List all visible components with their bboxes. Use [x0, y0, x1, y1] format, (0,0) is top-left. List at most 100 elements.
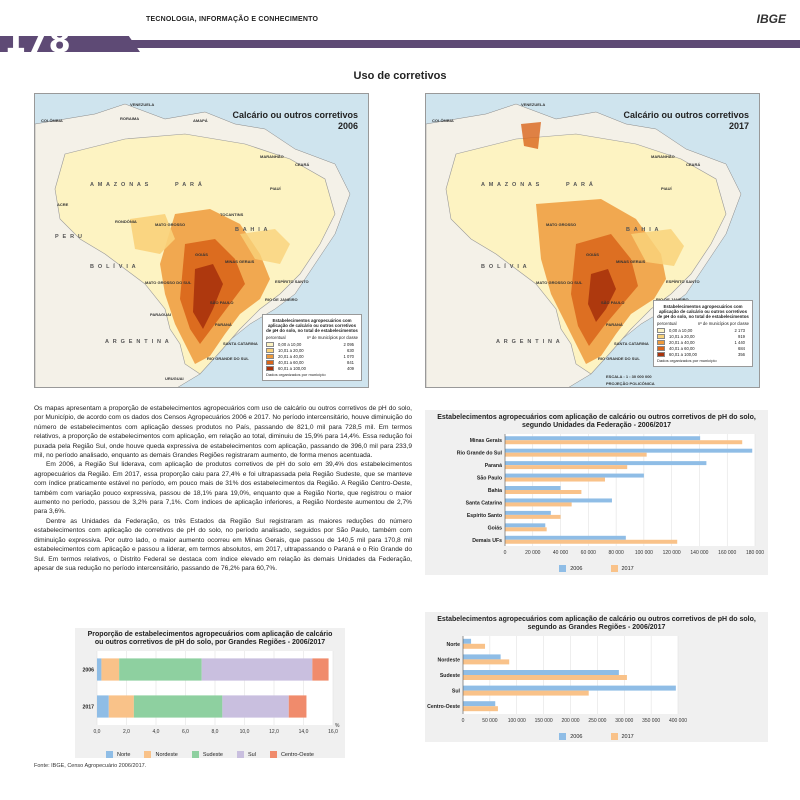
x-tick-label: 14,0: [299, 729, 309, 735]
paragraph: Os mapas apresentam a proporção de estab…: [34, 405, 412, 460]
bar-2006: [463, 670, 619, 675]
legend-swatch: [657, 333, 665, 339]
legend-label: Sul: [248, 751, 256, 758]
label-minas-gerais: MINAS GERAIS: [225, 259, 255, 264]
bar-2017: [505, 502, 572, 507]
paragraph: Em 2006, a Região Sul liderava, com apli…: [34, 461, 412, 516]
label-para: P A R Á: [566, 182, 595, 188]
legend-label: Sudeste: [202, 751, 223, 758]
category-label: Centro-Oeste: [427, 704, 460, 710]
label-paraguai: PARAGUAI: [150, 312, 172, 317]
x-tick-label: 250 000: [588, 718, 606, 724]
x-tick-label: 8,0: [212, 729, 219, 735]
bar-2017: [505, 539, 678, 544]
legend-swatch: [144, 751, 152, 758]
x-tick-label: 6,0: [182, 729, 189, 735]
ibge-logo: IBGE: [756, 12, 786, 26]
label-para: P A R Á: [175, 182, 204, 188]
chart-proportion-title: Proporção de estabelecimentos agropecuár…: [87, 631, 333, 646]
legend-swatch: [266, 347, 274, 353]
bar-2017: [463, 659, 510, 665]
map-2006: Calcário ou outros corretivos 2006 A M A…: [34, 93, 369, 388]
label-bolivia: B O L Í V I A: [90, 264, 137, 270]
label-amazonas: A M A Z O N A S: [90, 182, 150, 188]
label-ceara: CEARÁ: [295, 162, 310, 167]
label-sc: SANTA CATARINA: [614, 341, 649, 346]
x-tick-label: 60 000: [581, 550, 597, 556]
x-tick-label: 180 000: [746, 550, 764, 556]
legend-swatch: [237, 751, 244, 758]
label-ceara: CEARÁ: [686, 162, 701, 167]
label-acre: ACRE: [57, 202, 69, 207]
label-roraima: RORAIMA: [120, 116, 140, 121]
paragraph: Dentre as Unidades da Federação, os três…: [34, 517, 412, 572]
label-venezuela: VENEZUELA: [130, 102, 155, 107]
label-parana: PARANÁ: [606, 322, 623, 327]
label-mato-grosso: MATO GROSSO: [155, 222, 186, 227]
label-rj: RIO DE JANEIRO: [265, 297, 298, 302]
category-label: 2006: [82, 668, 94, 674]
bar-2017: [505, 452, 647, 457]
x-tick-label: 20 000: [525, 550, 541, 556]
legend-item: Nordeste: [144, 751, 178, 758]
bar-2017: [463, 643, 486, 649]
label-rondonia: RONDÔNIA: [115, 219, 137, 224]
bar-sudeste: [133, 695, 223, 718]
legend-swatch: [657, 327, 665, 333]
label-colombia: COLÔMBIA: [432, 118, 454, 123]
legend-swatch: [266, 341, 274, 347]
category-label: Espírito Santo: [467, 513, 502, 519]
legend-swatch: [106, 751, 114, 758]
label-ms: MATO GROSSO DO SUL: [536, 280, 583, 285]
x-tick-label: 0,0: [94, 729, 101, 735]
chart-uf-title: Estabelecimentos agropecuários com aplic…: [437, 414, 756, 429]
category-label: 2017: [82, 705, 94, 711]
label-sao-paulo: SÃO PAULO: [210, 300, 234, 305]
chart-uf-legend: 2006 2017: [425, 565, 768, 572]
category-label: Norte: [446, 642, 460, 648]
x-tick-label: 10,0: [240, 729, 250, 735]
label-bahia: B A H I A: [235, 227, 269, 233]
label-sao-paulo: SÃO PAULO: [601, 300, 625, 305]
bar-2017: [463, 706, 498, 712]
bar-2006: [505, 510, 551, 515]
x-tick-label: 400 000: [669, 718, 687, 724]
bar-2006: [505, 448, 753, 453]
category-label: Sudeste: [440, 673, 460, 679]
bar-2017: [463, 690, 589, 696]
body-text: Os mapas apresentam a proporção de estab…: [34, 404, 412, 573]
source-footer: Fonte: IBGE, Censo Agropecuário 2006/201…: [34, 763, 147, 769]
legend-swatch: [266, 365, 274, 371]
label-rs: RIO GRANDE DO SUL: [207, 356, 249, 361]
bar-sul: [201, 658, 313, 681]
chart-regions: Estabelecimentos agropecuários com aplic…: [425, 612, 768, 742]
chart-regions-title: Estabelecimentos agropecuários com aplic…: [437, 616, 756, 631]
x-tick-label: 300 000: [615, 718, 633, 724]
category-label: Paraná: [485, 463, 502, 469]
bar-2006: [463, 701, 496, 707]
category-label: São Paulo: [477, 476, 502, 482]
bar-norte: [97, 695, 109, 718]
bar-2006: [505, 498, 612, 503]
label-amazonas: A M A Z O N A S: [481, 182, 541, 188]
bar-centro-oeste: [312, 658, 329, 681]
bar-2017: [505, 514, 561, 519]
category-label: Rio Grande do Sul: [457, 451, 503, 457]
legend-item: Centro-Oeste: [269, 751, 314, 758]
label-peru: P E R U: [55, 234, 84, 240]
legend-label: Norte: [117, 751, 131, 758]
map-legend-2006: Estabelecimentos agropecuários com aplic…: [262, 314, 362, 381]
map-title-2006: Calcário ou outros corretivos 2006: [232, 110, 358, 131]
bar-2017: [505, 465, 628, 470]
label-goias: GOIÁS: [586, 252, 599, 257]
bar-2017: [463, 675, 627, 680]
x-tick-label: 40 000: [553, 550, 569, 556]
label-es: ESPÍRITO SANTO: [275, 279, 309, 284]
bar-2017: [505, 490, 582, 494]
label-uruguai: URUGUAI: [165, 376, 184, 381]
x-tick-label: 120 000: [663, 550, 681, 556]
map-scale-label: ESCALA : 1 : 30 000 000: [606, 374, 652, 379]
label-ms: MATO GROSSO DO SUL: [145, 280, 192, 285]
page-title: Uso de corretivos: [353, 70, 447, 82]
legend-item: Sudeste: [191, 751, 223, 758]
